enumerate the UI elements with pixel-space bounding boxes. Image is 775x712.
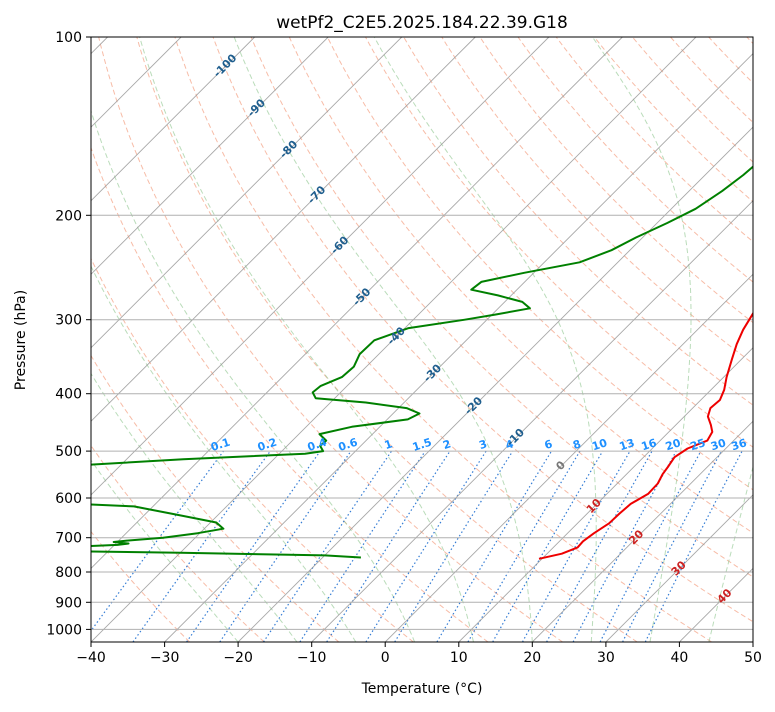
moist-adiabat: [234, 37, 532, 642]
x-tick-label: 20: [523, 650, 541, 666]
mixing-ratio-label: 3: [477, 437, 488, 452]
y-tick-label: 1000: [46, 622, 82, 638]
mixing-ratio-line: [437, 451, 552, 642]
y-axis-label: Pressure (hPa): [13, 290, 29, 390]
isotherm-line: [0, 37, 402, 642]
y-tick-label: 600: [55, 491, 82, 507]
moist-adiabat: [140, 37, 474, 642]
x-tick-label: −40: [76, 650, 106, 666]
isotherm-label: 0: [553, 458, 568, 473]
mixing-ratio-line: [623, 451, 722, 642]
y-tick-label: 100: [55, 30, 82, 46]
mixing-ratio-label: 6: [543, 437, 555, 452]
mixing-ratio-line: [83, 451, 224, 642]
y-tick-label: 400: [55, 387, 82, 403]
isotherm-line: [165, 37, 770, 642]
x-axis-label: Temperature (°C): [361, 681, 483, 697]
mixing-ratio-label: 1: [383, 437, 394, 452]
mixing-ratio-label: 2: [441, 437, 452, 452]
dry-adiabat: [404, 37, 775, 642]
y-tick-label: 700: [55, 531, 82, 547]
mixing-ratio-line: [366, 451, 486, 642]
plot-frame: [91, 37, 753, 642]
chart-title: wetPf2_C2E5.2025.184.22.39.G18: [276, 13, 568, 33]
y-tick-label: 500: [55, 444, 82, 460]
mixing-ratio-line: [523, 451, 631, 642]
x-tick-label: 30: [597, 650, 615, 666]
x-tick-label: −10: [297, 650, 327, 666]
moist-adiabat: [374, 37, 596, 642]
dry-adiabat: [594, 37, 775, 642]
isotherm-line: [679, 37, 775, 642]
isotherm-label: 10: [584, 496, 604, 516]
dry-adiabat: [671, 37, 775, 642]
dry-adiabat: [442, 37, 775, 642]
mixing-ratio-line: [220, 451, 351, 642]
x-tick-label: −20: [223, 650, 253, 666]
isotherm-label: -80: [277, 138, 300, 161]
dry-adiabat: [0, 37, 339, 642]
mixing-ratio-label: 8: [571, 437, 582, 452]
y-tick-label: 300: [55, 313, 82, 329]
isotherm-label: -30: [421, 361, 444, 384]
dewpoint-profile-line: [0, 37, 775, 558]
x-tick-label: 0: [381, 650, 390, 666]
x-tick-label: 50: [744, 650, 762, 666]
moist-adiabat: [709, 37, 775, 642]
isotherm-line: [753, 37, 775, 642]
x-tick-label: 10: [450, 650, 468, 666]
dry-adiabat: [747, 37, 775, 642]
moist-adiabat: [592, 37, 691, 642]
isotherm-label: -20: [462, 394, 485, 417]
y-tick-label: 900: [55, 595, 82, 611]
y-tick-label: 200: [55, 208, 82, 224]
dry-adiabat: [480, 37, 775, 642]
isotherm-label: -90: [245, 96, 268, 119]
mixing-ratio-line: [327, 451, 450, 642]
mixing-ratio-line: [600, 451, 701, 642]
dry-adiabat: [632, 37, 775, 642]
isotherm-line: [238, 37, 775, 642]
isotherm-label: 30: [669, 558, 689, 578]
x-tick-label: −30: [150, 650, 180, 666]
moist-adiabat: [20, 37, 356, 642]
isotherm-label: -60: [328, 233, 351, 256]
y-tick-label: 800: [55, 565, 82, 581]
x-tick-label: 40: [670, 650, 688, 666]
dry-adiabat: [518, 37, 775, 642]
isotherm-label: -40: [385, 324, 408, 347]
isotherm-label: -70: [305, 183, 328, 206]
dry-adiabat: [709, 37, 775, 642]
isotherm-label: -100: [211, 51, 240, 80]
mixing-ratio-line: [468, 451, 580, 642]
dry-adiabat: [22, 37, 413, 642]
isotherm-line: [312, 37, 775, 642]
